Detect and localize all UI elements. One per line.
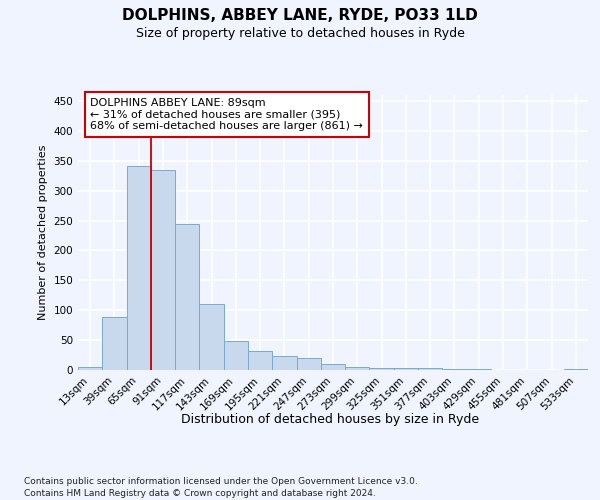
Text: Contains public sector information licensed under the Open Government Licence v3: Contains public sector information licen… [24, 477, 418, 486]
Bar [296, 358, 321, 370]
Bar [127, 166, 151, 370]
Text: Distribution of detached houses by size in Ryde: Distribution of detached houses by size … [181, 412, 479, 426]
Bar [442, 369, 467, 370]
Bar [321, 364, 345, 370]
Bar [345, 367, 370, 370]
Text: DOLPHINS, ABBEY LANE, RYDE, PO33 1LD: DOLPHINS, ABBEY LANE, RYDE, PO33 1LD [122, 8, 478, 22]
Bar [418, 368, 442, 370]
Bar [175, 224, 199, 370]
Bar [199, 304, 224, 370]
Bar [102, 318, 127, 370]
Text: DOLPHINS ABBEY LANE: 89sqm
← 31% of detached houses are smaller (395)
68% of sem: DOLPHINS ABBEY LANE: 89sqm ← 31% of deta… [90, 98, 363, 131]
Bar [78, 367, 102, 370]
Y-axis label: Number of detached properties: Number of detached properties [38, 145, 48, 320]
Text: Size of property relative to detached houses in Ryde: Size of property relative to detached ho… [136, 28, 464, 40]
Bar [151, 170, 175, 370]
Bar [224, 340, 248, 370]
Bar [394, 368, 418, 370]
Bar [248, 352, 272, 370]
Bar [370, 368, 394, 370]
Text: Contains HM Land Registry data © Crown copyright and database right 2024.: Contains HM Land Registry data © Crown c… [24, 488, 376, 498]
Bar [272, 356, 296, 370]
